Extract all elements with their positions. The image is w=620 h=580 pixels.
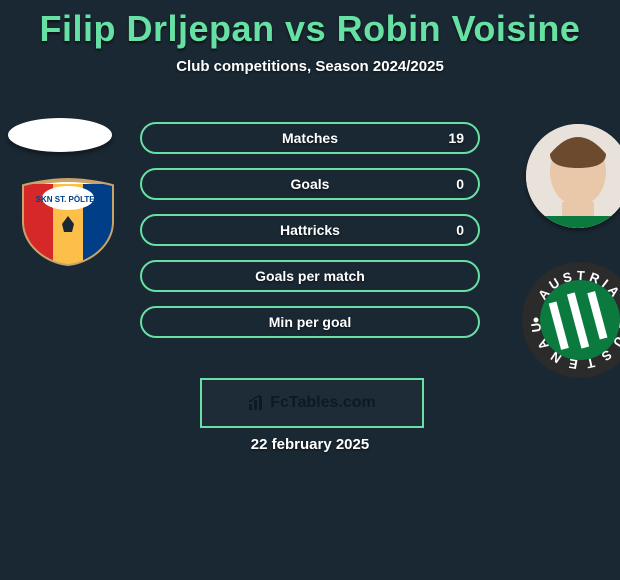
stat-label: Goals per match xyxy=(255,268,365,284)
watermark-text: FcTables.com xyxy=(248,394,376,412)
snapshot-date: 22 february 2025 xyxy=(0,436,620,453)
stat-label: Hattricks xyxy=(280,222,340,238)
stat-label: Goals xyxy=(291,176,330,192)
stat-row: Goals per match xyxy=(140,260,480,292)
player-right-avatar xyxy=(526,124,620,228)
season-subtitle: Club competitions, Season 2024/2025 xyxy=(0,58,620,75)
page-title: Filip Drljepan vs Robin Voisine xyxy=(0,0,620,50)
stat-value-right: 0 xyxy=(456,222,464,238)
stat-label: Matches xyxy=(282,130,338,146)
stat-row: Hattricks 0 xyxy=(140,214,480,246)
player-left-avatar xyxy=(8,118,112,152)
watermark: FcTables.com xyxy=(200,378,424,428)
stats-list: Matches 19 Goals 0 Hattricks 0 Goals per… xyxy=(140,122,480,352)
stat-value-right: 0 xyxy=(456,176,464,192)
svg-text:SKN ST. PÖLTEN: SKN ST. PÖLTEN xyxy=(36,195,101,204)
club-right-badge: AUSTRIA L U S T E N A U xyxy=(520,260,620,380)
club-left-badge: SKN ST. PÖLTEN xyxy=(18,178,118,266)
stat-value-right: 19 xyxy=(448,130,464,146)
stat-row: Goals 0 xyxy=(140,168,480,200)
bar-chart-icon xyxy=(248,394,266,412)
stat-row: Min per goal xyxy=(140,306,480,338)
stat-label: Min per goal xyxy=(269,314,351,330)
stat-row: Matches 19 xyxy=(140,122,480,154)
watermark-label: FcTables.com xyxy=(270,394,376,412)
